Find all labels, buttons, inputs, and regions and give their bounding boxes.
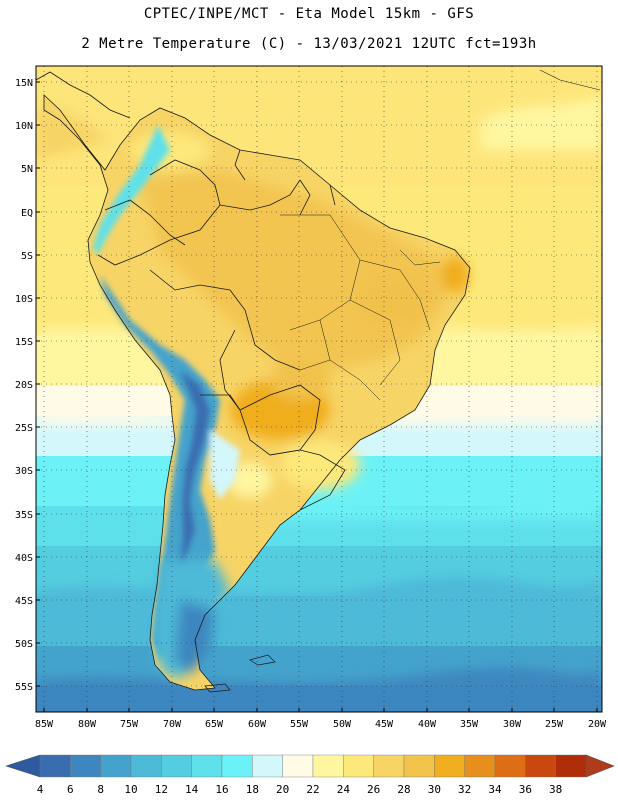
temperature-field (36, 66, 602, 712)
colorbar-label: 20 (276, 783, 289, 796)
lon-label-45w: 45W (375, 719, 394, 730)
lon-label-85w: 85W (35, 719, 54, 730)
lon-label-75w: 75W (120, 719, 139, 730)
colorbar-swatch (191, 754, 223, 778)
lat-label-15n: 15N (15, 78, 33, 89)
lat-label-15s: 15S (15, 337, 33, 348)
lon-label-30w: 30W (503, 719, 522, 730)
axis-ticks (36, 81, 598, 712)
lat-label-40s: 40S (15, 553, 33, 564)
colorbar-label: 28 (397, 783, 410, 796)
lon-label-40w: 40W (418, 719, 437, 730)
country-borders (36, 71, 471, 691)
colorbar-label: 24 (337, 783, 351, 796)
lon-label-35w: 35W (460, 719, 479, 730)
map-title-line2: 2 Metre Temperature (C) - 13/03/2021 12U… (81, 36, 537, 52)
lon-label-80w: 80W (78, 719, 97, 730)
lon-label-70w: 70W (163, 719, 182, 730)
longitude-labels: 85W 80W 75W 70W 65W 60W 55W 50W 45W 40W … (35, 719, 607, 730)
colorbar-label: 30 (428, 783, 441, 796)
lon-label-20w: 20W (588, 719, 607, 730)
lat-label-35s: 35S (15, 510, 33, 521)
colorbar-label: 12 (155, 783, 168, 796)
lon-label-65w: 65W (205, 719, 224, 730)
lon-label-55w: 55W (290, 719, 309, 730)
colorbar-swatch (100, 754, 132, 778)
lat-label-10n: 10N (15, 121, 33, 132)
colorbar-swatch (343, 754, 374, 778)
colorbar-swatch (373, 754, 405, 778)
lat-label-45s: 45S (15, 596, 33, 607)
lat-label-20s: 20S (15, 380, 33, 391)
colorbar-over-arrow (585, 754, 615, 778)
latitude-labels: 15N 10N 5N EQ 5S 10S 15S 20S 25S 30S 35S… (15, 78, 33, 693)
map-frame (35, 65, 603, 713)
lat-label-50s: 50S (15, 639, 33, 650)
colorbar-swatch (221, 754, 253, 778)
lat-label-5s: 5S (21, 251, 33, 262)
lat-label-eq: EQ (21, 208, 33, 219)
colorbar-swatch (312, 754, 344, 778)
lat-label-5n: 5N (21, 164, 33, 175)
colorbar-label: 16 (215, 783, 228, 796)
colorbar-label: 18 (246, 783, 259, 796)
colorbar-swatch (434, 754, 465, 778)
colorbar-label: 8 (97, 783, 104, 796)
colorbar-swatch (282, 754, 314, 778)
colorbar-swatch (161, 754, 192, 778)
colorbar-under-arrow (5, 754, 41, 778)
map-title-line1: CPTEC/INPE/MCT - Eta Model 15km - GFS (143, 6, 475, 22)
colorbar-label: 38 (549, 783, 562, 796)
colorbar-label: 26 (367, 783, 380, 796)
colorbar-swatch (39, 754, 71, 778)
lat-label-55s: 55S (15, 682, 33, 693)
colorbar-swatch (494, 754, 526, 778)
colorbar-label: 6 (67, 783, 74, 796)
lat-label-10s: 10S (15, 294, 33, 305)
colorbar-swatch (555, 754, 587, 778)
colorbar: 4 6 8 10 12 14 16 18 20 22 24 26 28 30 32 34 36 38 (5, 754, 615, 796)
colorbar-label: 36 (519, 783, 532, 796)
colorbar-label: 22 (306, 783, 319, 796)
colorbar-label: 34 (488, 783, 502, 796)
lon-label-60w: 60W (248, 719, 267, 730)
colorbar-swatch (130, 754, 162, 778)
colorbar-label: 10 (124, 783, 137, 796)
colorbar-swatch (70, 754, 101, 778)
colorbar-swatch (464, 754, 496, 778)
colorbar-label: 4 (37, 783, 44, 796)
colorbar-swatch (525, 754, 556, 778)
lat-label-25s: 25S (15, 423, 33, 434)
colorbar-swatch (252, 754, 283, 778)
colorbar-label: 32 (458, 783, 471, 796)
colorbar-label: 14 (185, 783, 199, 796)
lat-label-30s: 30S (15, 466, 33, 477)
lon-label-50w: 50W (333, 719, 352, 730)
state-borders (280, 214, 441, 401)
colorbar-swatch (403, 754, 435, 778)
lon-label-25w: 25W (545, 719, 564, 730)
